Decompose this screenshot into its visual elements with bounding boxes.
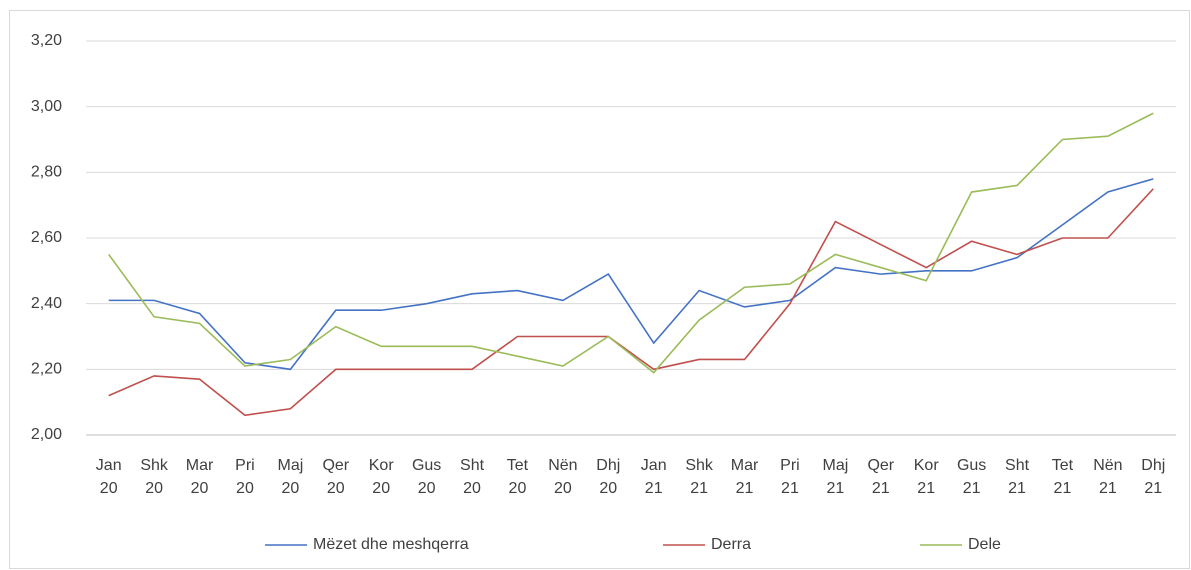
line-series [108,178,1154,371]
x-tick-label: Shk 20 [140,457,169,497]
y-tick-label: 3,20 [31,32,62,49]
x-tick-label: Tet 21 [1052,457,1074,497]
y-tick-label: 2,60 [31,229,62,246]
x-tick-label: Tet 20 [507,457,529,497]
y-tick-label: 3,00 [31,98,62,115]
x-tick-label: Mar 20 [186,457,214,497]
line-series [108,112,1154,374]
x-tick-label: Dhj 21 [1141,457,1165,497]
x-tick-label: Mar 21 [731,457,759,497]
x-tick-label: Maj 21 [822,457,848,497]
x-tick-label: Maj 20 [277,457,303,497]
x-tick-label: Dhj 20 [596,457,620,497]
legend-label: Mëzet dhe meshqerra [313,536,469,553]
x-tick-label: Shk 21 [685,457,714,497]
y-tick-label: 2,80 [31,164,62,181]
y-tick-label: 2,00 [31,426,62,443]
y-tick-label: 2,20 [31,361,62,378]
x-tick-label: Gus 20 [412,457,441,497]
x-tick-label: Jan 21 [641,457,667,497]
x-tick-label: Nën 21 [1093,457,1122,497]
legend-label: Dele [968,536,1001,553]
x-tick-label: Pri 21 [780,457,800,497]
x-tick-label: Qer 20 [322,457,349,497]
x-tick-label: Sht 21 [1005,457,1030,497]
chart-area [9,10,1190,569]
line-series [108,188,1154,417]
x-tick-label: Kor 20 [369,457,395,497]
x-tick-label: Sht 20 [460,457,485,497]
y-tick-label: 2,40 [31,295,62,312]
x-tick-label: Pri 20 [235,457,255,497]
x-tick-label: Nën 20 [548,457,577,497]
x-tick-label: Qer 21 [867,457,894,497]
x-tick-label: Kor 21 [914,457,940,497]
x-tick-label: Gus 21 [957,457,986,497]
x-tick-label: Jan 20 [96,457,122,497]
legend-label: Derra [711,536,751,553]
